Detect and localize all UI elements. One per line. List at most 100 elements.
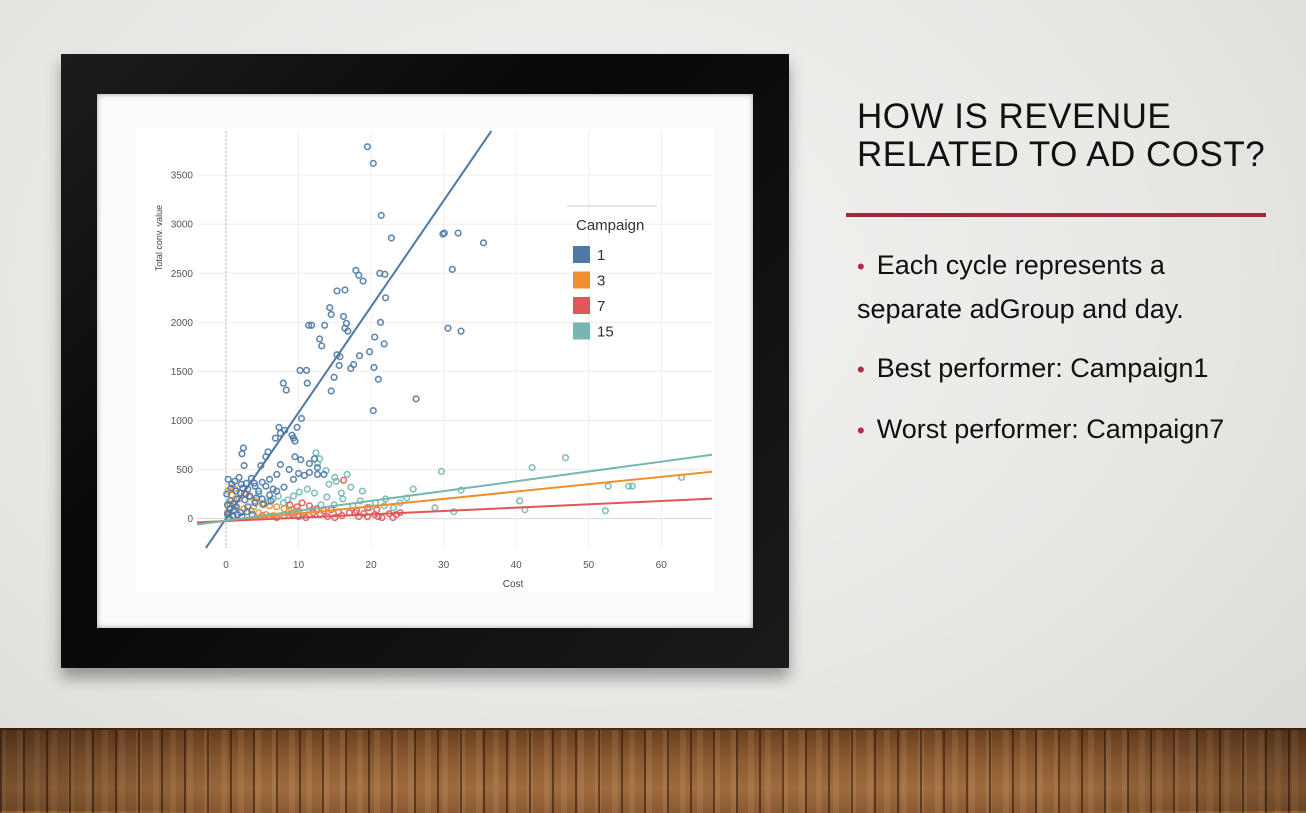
data-point-campaign-1 [412, 395, 420, 403]
data-point-campaign-3 [280, 505, 288, 513]
x-tick-label: 40 [511, 560, 523, 571]
data-point-campaign-15 [528, 463, 536, 472]
y-tick-label: 3500 [171, 171, 194, 182]
data-point-campaign-1 [271, 434, 279, 442]
data-point-campaign-1 [291, 437, 299, 445]
data-point-campaign-1 [232, 487, 240, 495]
data-point-campaign-1 [454, 229, 462, 237]
data-point-campaign-1 [381, 294, 390, 302]
data-point-campaign-1 [320, 470, 328, 479]
data-point-campaign-1 [355, 352, 364, 360]
legend-label-1: 1 [597, 247, 605, 264]
data-point-campaign-1 [279, 379, 287, 387]
slide-title-line2: RELATED TO AD COST? [857, 135, 1266, 174]
data-point-campaign-1 [276, 461, 285, 469]
data-point-campaign-1 [387, 234, 395, 242]
data-point-campaign-1 [227, 484, 235, 492]
y-tick-label: 0 [187, 514, 193, 525]
bullet-text: Each cycle represents a [876, 250, 1165, 280]
data-point-campaign-1 [265, 475, 274, 483]
data-point-campaign-1 [297, 414, 306, 423]
bullet-dot-icon: • [857, 357, 865, 382]
data-point-campaign-1 [280, 483, 288, 491]
data-point-campaign-1 [305, 460, 314, 468]
data-point-campaign-1 [321, 321, 329, 329]
data-point-campaign-1 [440, 229, 448, 237]
data-point-campaign-1 [355, 271, 363, 279]
legend-label-3: 3 [597, 273, 605, 290]
data-point-campaign-15 [295, 488, 303, 496]
data-point-campaign-1 [341, 286, 349, 294]
data-point-campaign-1 [371, 333, 379, 341]
data-point-campaign-1 [327, 387, 335, 395]
data-point-campaign-15 [347, 483, 355, 491]
data-point-campaign-7 [355, 513, 363, 521]
bullet-item: • Each cycle represents a separate adGrou… [857, 244, 1287, 330]
data-point-campaign-1 [308, 321, 316, 329]
legend-title: Campaign [576, 217, 644, 234]
data-point-campaign-1 [224, 475, 232, 483]
legend-swatch-3 [573, 271, 590, 289]
bullet-text-cont: separate adGroup and day. [857, 294, 1184, 324]
data-point-campaign-1 [457, 327, 465, 335]
y-tick-label: 3000 [171, 220, 194, 231]
data-point-campaign-1 [223, 501, 232, 509]
data-point-campaign-3 [247, 507, 256, 515]
data-point-campaign-1 [250, 479, 258, 487]
data-point-campaign-1 [305, 321, 313, 329]
trend-line-campaign-15 [196, 453, 713, 526]
data-point-campaign-1 [269, 485, 277, 493]
data-point-campaign-15 [332, 477, 340, 485]
data-point-campaign-1 [366, 348, 374, 356]
data-point-campaign-1 [285, 465, 293, 474]
title-divider [846, 213, 1266, 217]
data-point-campaign-1 [326, 304, 334, 312]
data-point-campaign-15 [323, 493, 331, 501]
data-point-campaign-1 [381, 270, 389, 278]
data-point-campaign-1 [262, 482, 270, 490]
data-point-campaign-15 [561, 454, 570, 462]
slide-title-line1: HOW IS REVENUE [857, 97, 1172, 136]
data-point-campaign-7 [298, 499, 306, 507]
data-point-campaign-1 [293, 423, 301, 431]
data-point-campaign-1 [350, 360, 358, 369]
data-point-campaign-1 [289, 475, 298, 483]
data-point-campaign-1 [380, 340, 388, 348]
bullet-dot-icon: • [857, 418, 865, 443]
data-point-campaign-15 [409, 485, 417, 493]
data-point-campaign-15 [356, 497, 364, 505]
data-point-campaign-7 [339, 476, 348, 484]
data-point-campaign-15 [310, 489, 319, 497]
data-point-campaign-3 [273, 503, 281, 511]
legend-swatch-1 [573, 246, 590, 263]
data-point-campaign-15 [343, 470, 351, 479]
data-point-campaign-15 [289, 492, 298, 500]
y-tick-label: 500 [176, 465, 193, 476]
chart-legend: Campaign 1 3 7 15 [567, 205, 657, 341]
data-point-campaign-1 [240, 461, 248, 470]
data-point-campaign-15 [628, 482, 636, 490]
data-point-campaign-1 [238, 450, 246, 458]
y-tick-label: 1500 [171, 367, 194, 378]
data-point-campaign-1 [288, 431, 296, 439]
x-tick-label: 60 [656, 560, 668, 571]
slide-title: HOW IS REVENUE RELATED TO AD COST? [857, 98, 1277, 174]
data-point-campaign-15 [516, 497, 524, 505]
data-point-campaign-1 [370, 363, 378, 372]
data-point-campaign-1 [282, 386, 290, 394]
data-point-campaign-15 [339, 495, 347, 503]
data-point-campaign-1 [267, 497, 275, 505]
data-point-campaign-1 [335, 361, 343, 370]
data-point-campaign-1 [359, 277, 367, 285]
y-tick-label: 2500 [171, 269, 194, 280]
scatter-chart: 0 500 1000 1500 2000 2500 3000 3500 0 10 20 30 40 50 6… [137, 128, 714, 592]
data-point-campaign-1 [313, 463, 322, 472]
data-point-campaign-1 [377, 211, 385, 219]
x-tick-label: 50 [583, 560, 595, 571]
data-point-campaign-1 [239, 484, 247, 492]
data-point-campaign-1 [327, 310, 335, 319]
data-point-campaign-1 [303, 379, 311, 387]
data-point-campaign-1 [305, 468, 314, 477]
data-point-campaign-1 [344, 327, 352, 335]
data-point-campaign-1 [273, 470, 281, 479]
